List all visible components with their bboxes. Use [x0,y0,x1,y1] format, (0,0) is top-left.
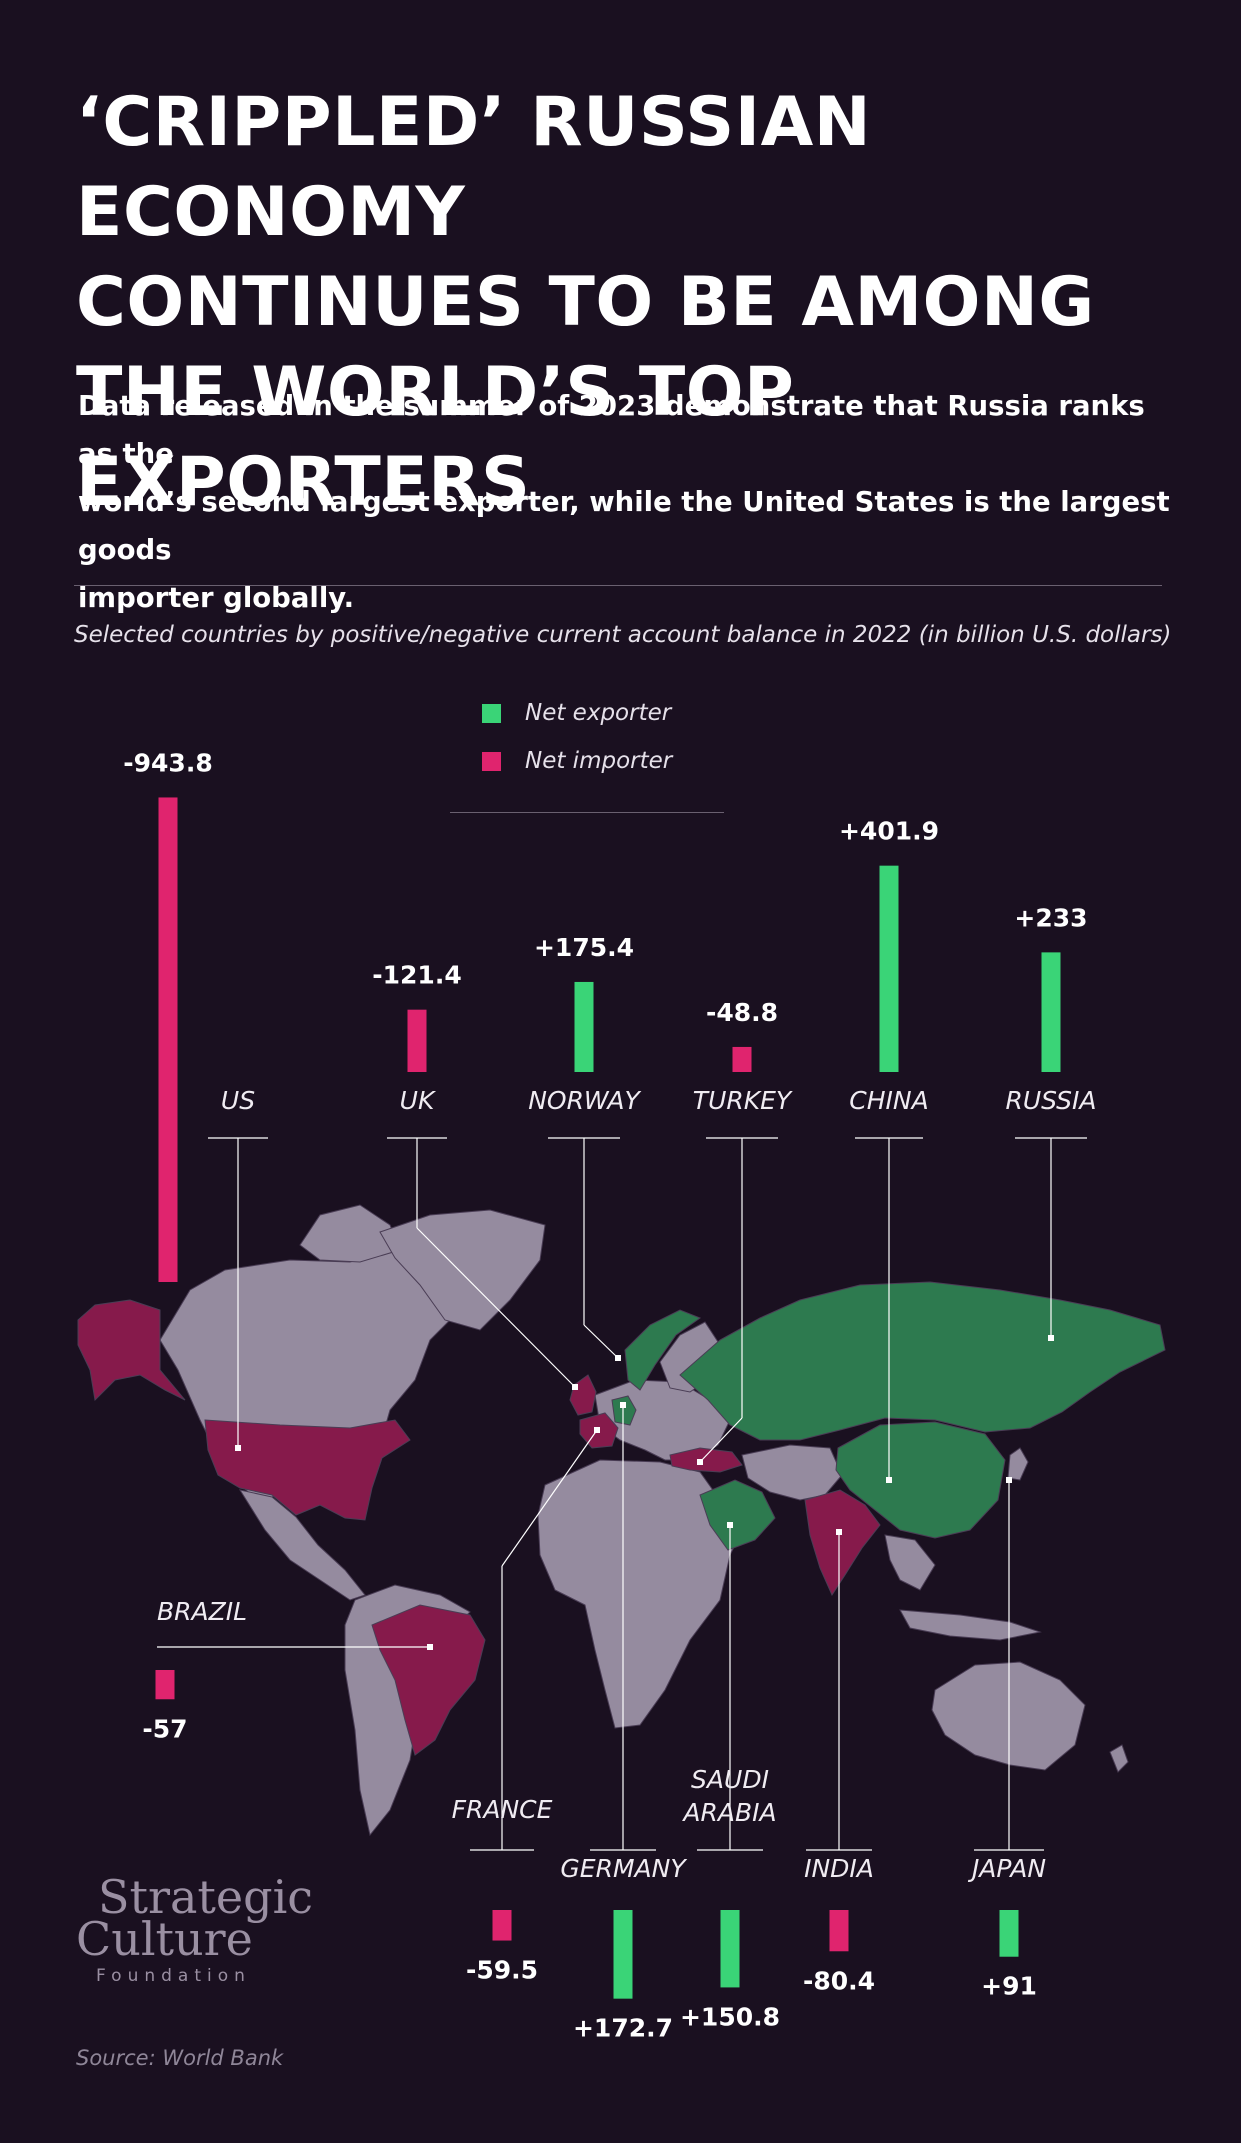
infographic-title: ‘CRIPPLED’ RUSSIAN ECONOMY CONTINUES TO … [76,78,1186,528]
value-label-norway: +175.4 [534,933,634,962]
land-usa [204,1419,411,1521]
title-line-2: CONTINUES TO BE AMONG [76,263,1095,342]
value-label-germany: +172.7 [573,2014,673,2043]
land-central-america [238,1489,366,1601]
bar-brazil [155,1670,175,1700]
country-label-france: FRANCE [452,1795,553,1824]
source-note: Source: World Bank [76,2046,284,2070]
bars-layer: -943.8 US -121.4 UK +175.4 NORWAY -48.8 TURKEY +… [123,748,1096,2042]
land-japan [1007,1447,1029,1481]
value-label-us: -943.8 [123,748,212,777]
world-map [77,1204,1166,1837]
legend-item-importer: Net importer [482,746,672,776]
land-germany [611,1395,637,1426]
bar-germany [613,1910,633,1999]
country-label-japan: JAPAN [967,1854,1046,1883]
country-label-norway: NORWAY [528,1086,641,1115]
leader-line-france [501,1429,598,1567]
map-marker-germany [620,1402,626,1408]
map-marker-india [836,1529,842,1535]
country-label-brazil: BRAZIL [157,1597,247,1626]
bar-us [158,797,178,1282]
value-label-france: -59.5 [466,1956,538,1985]
land-saudi-arabia [699,1479,776,1551]
country-label-uk: UK [400,1086,437,1115]
subtitle-line-1: Data released in the summer of 2023 demo… [78,390,1145,470]
country-label-us: US [221,1086,255,1115]
legend-swatch-exporter [482,703,501,723]
land-uk [569,1374,597,1416]
country-label-germany: GERMANY [560,1854,687,1883]
map-marker-saudi-arabia [727,1522,733,1528]
land-norway [624,1309,702,1391]
value-label-uk: -121.4 [372,961,461,990]
strategic-culture-logo: Strategic Culture Foundation [76,1870,313,1990]
legend-item-exporter: Net exporter [482,698,671,728]
bar-uk [407,1009,427,1072]
logo-line-culture: Culture [76,1912,253,1966]
land-alaska [77,1299,186,1402]
bar-china [879,865,899,1072]
bar-saudi-arabia [720,1910,740,1988]
country-label-russia: RUSSIA [1006,1086,1097,1115]
country-label-saudi-arabia-line1: SAUDI [691,1765,769,1794]
header-divider [74,585,1162,586]
map-marker-us [235,1445,241,1451]
land-brazil [371,1604,486,1756]
leader-line-norway [583,1324,619,1359]
value-label-japan: +91 [981,1972,1037,2001]
value-label-russia: +233 [1014,903,1087,932]
bar-norway [574,981,594,1072]
country-label-saudi-arabia: SAUDI ARABIA [681,1765,776,1827]
logo-line-foundation: Foundation [96,1966,251,1986]
land-india [804,1489,881,1597]
country-label-turkey: TURKEY [693,1086,793,1115]
bar-japan [999,1910,1019,1957]
country-label-india: INDIA [804,1854,874,1883]
chart-title: Selected countries by positive/negative … [74,622,1172,648]
bar-france [492,1910,512,1941]
title-line-1: ‘CRIPPLED’ RUSSIAN ECONOMY [76,83,872,252]
value-label-saudi-arabia: +150.8 [680,2002,780,2031]
land-turkey [669,1447,743,1473]
land-china [835,1421,1006,1539]
subtitle-line-3: importer globally. [78,582,355,614]
subtitle-line-2: world’s second largest exporter, while t… [78,486,1170,566]
bar-russia [1041,952,1061,1072]
map-marker-france [594,1427,600,1433]
country-label-saudi-arabia-line2: ARABIA [681,1798,776,1827]
legend-divider [450,812,724,813]
map-marker-norway [615,1355,621,1361]
value-label-brazil: -57 [142,1714,187,1743]
logo-line-strategic: Strategic [98,1870,314,1924]
value-label-turkey: -48.8 [706,998,778,1027]
land-greenland [379,1209,546,1331]
leader-line-turkey [699,1417,743,1463]
map-marker-uk [572,1384,578,1390]
value-label-india: -80.4 [803,1966,875,1995]
land-russia [679,1281,1166,1441]
land-indonesia [899,1609,1042,1641]
leader-line-uk [416,1227,576,1388]
bar-india [829,1910,849,1952]
value-label-china: +401.9 [839,817,939,846]
land-southeast-asia [884,1534,936,1591]
map-marker-turkey [697,1459,703,1465]
map-marker-russia [1048,1335,1054,1341]
legend-swatch-importer [482,751,501,771]
bar-turkey [732,1046,752,1072]
map-marker-china [886,1477,892,1483]
title-line-3: THE WORLD’S TOP EXPORTERS [76,353,795,522]
legend-label-exporter: Net exporter [525,700,672,726]
legend-label-importer: Net importer [525,748,673,774]
land-africa [537,1459,746,1729]
map-marker-brazil [427,1644,433,1650]
land-new-zealand [1109,1744,1129,1773]
map-marker-japan [1006,1477,1012,1483]
infographic-subtitle: Data released in the summer of 2023 demo… [78,382,1188,622]
leader-lines [157,1137,1087,1851]
country-label-china: CHINA [849,1086,928,1115]
